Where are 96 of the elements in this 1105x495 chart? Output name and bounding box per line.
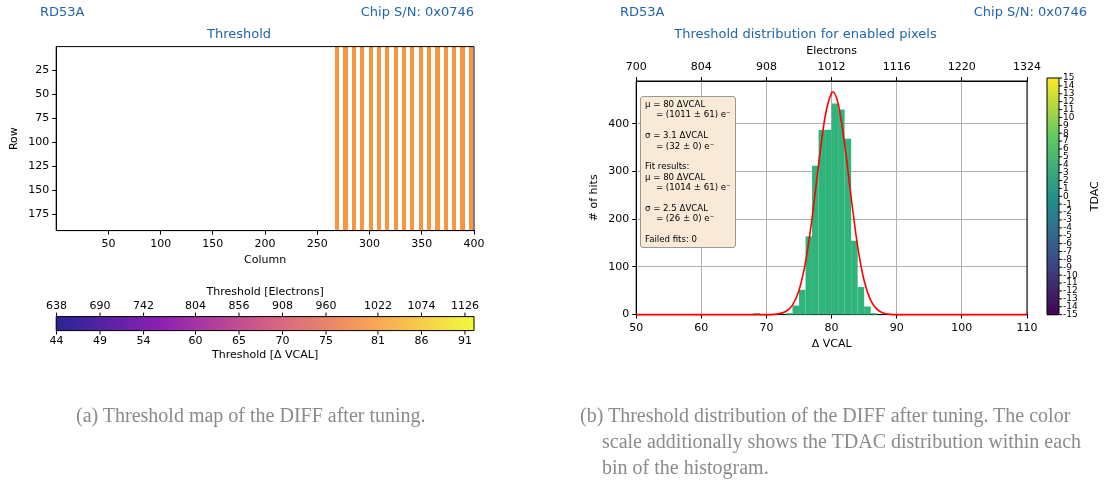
x-tick-label: 70 [759, 321, 774, 335]
color-bar-label: -13 [1063, 293, 1078, 304]
color-bar-label: -9 [1063, 261, 1073, 272]
color-bar-label: 75 [319, 333, 334, 347]
x-tick-label: 100 [150, 237, 172, 251]
color-bar-label: -1 [1063, 198, 1072, 209]
x2-tick-label: 908 [755, 60, 777, 74]
text: 638 [46, 298, 68, 312]
y-tick-label: 400 [608, 116, 630, 130]
x-tick-label: 110 [1016, 321, 1038, 335]
text: 804 [184, 298, 206, 312]
x-tick-label: 150 [202, 237, 224, 251]
x-tick-label: 60 [694, 321, 709, 335]
x-tick-label: 250 [306, 237, 328, 251]
color-bar-label: -12 [1063, 285, 1078, 296]
color-bar-label: 49 [93, 333, 108, 347]
text: RD53A [620, 4, 665, 19]
color-bar-label: 15 [1063, 72, 1075, 83]
color-bar-label: 44 [49, 333, 64, 347]
y-tick-label: 100 [608, 259, 630, 273]
y-axis-title: # of hits [587, 174, 601, 222]
color-bar-label: 91 [457, 333, 472, 347]
color-bar-label: -2 [1063, 206, 1072, 217]
y-tick-label: 175 [28, 207, 50, 221]
color-bar-label: 9 [1063, 119, 1069, 130]
x-axis-title: Column [244, 253, 287, 267]
y-tick-label: 300 [608, 164, 630, 178]
color-bar-label: 70 [275, 333, 290, 347]
color-bar-label: 1 [1063, 182, 1069, 193]
color-bar-label: 5 [1063, 151, 1069, 162]
color-bar-label: 14 [1063, 80, 1075, 91]
text: 742 [133, 298, 155, 312]
chart-title: Threshold distribution for enabled pixels [673, 26, 937, 42]
y-tick-label: 75 [35, 111, 50, 125]
y-tick-label: 0 [622, 307, 630, 321]
color-bar-label: -11 [1063, 277, 1078, 288]
text: 960 [315, 298, 337, 312]
y-tick-label: 50 [35, 87, 50, 101]
text: 908 [272, 298, 294, 312]
color-bar-title: TDAC [1087, 180, 1101, 213]
color-bar-label: 65 [231, 333, 246, 347]
text: (a) Threshold map of the DIFF after tuning. [76, 403, 426, 428]
text: Threshold [Electrons] [205, 284, 324, 298]
text: 856 [228, 298, 250, 312]
x2-tick-label: 1116 [882, 60, 911, 74]
y-tick-label: 200 [608, 212, 630, 226]
chart-title: Threshold [205, 26, 272, 42]
text: RD53A [40, 4, 85, 19]
x2-tick-label: 1012 [817, 60, 846, 74]
text: Chip S/N: 0x0746 [973, 4, 1087, 19]
y-axis-title: Row [7, 127, 21, 151]
x-tick-label: 50 [101, 237, 116, 251]
color-bar-label: 11 [1063, 103, 1075, 114]
x2-axis-title: Electrons [806, 44, 858, 58]
x-tick-label: 350 [411, 237, 433, 251]
color-bar-label: 0 [1063, 190, 1069, 201]
x-tick-label: 90 [889, 321, 904, 335]
color-bar-label: -8 [1063, 253, 1073, 264]
x-tick-label: 80 [824, 321, 839, 335]
x-tick-label: 400 [463, 237, 485, 251]
color-bar-label: -4 [1063, 222, 1073, 233]
text: Chip S/N: 0x0746 [360, 4, 474, 19]
text: (b) Threshold distribution of the DIFF after tuning. The color scale additionally shows the TDAC distribution within each bin of the histogram. [580, 403, 1082, 480]
color-bar-label: 2 [1063, 174, 1069, 185]
color-bar-label: -3 [1063, 214, 1072, 225]
x-tick-label: 200 [254, 237, 276, 251]
color-bar-label: -10 [1063, 269, 1078, 280]
x2-tick-label: 1324 [1013, 60, 1041, 74]
x2-tick-label: 1220 [947, 60, 976, 74]
text: μ = 80 ΔVCAL = (1011 ± 61) e⁻ σ = 3.1 ΔVCAL = (32 ± 0) e⁻ Fit results: μ = 80 ΔVCAL = (1014 ± 61) e⁻ σ = 2.5 ΔVCAL = (26 ± 0) e⁻ Failed fits: 0 [645, 99, 731, 245]
color-bar-label: 12 [1063, 96, 1075, 106]
color-bar-label: 54 [136, 333, 151, 347]
y-tick-label: 25 [35, 63, 50, 77]
color-bar-label: 7 [1063, 135, 1069, 146]
x-tick-label: 100 [951, 321, 973, 335]
x-tick-label: 50 [629, 321, 644, 335]
color-bar-title: Threshold [Δ VCAL] [211, 347, 319, 361]
text: 1074 [407, 298, 436, 312]
color-bar-label: -7 [1063, 245, 1072, 256]
y-tick-label: 150 [28, 183, 50, 197]
color-bar-label: 86 [414, 333, 429, 347]
text: 1126 [450, 298, 479, 312]
color-bar-label: 81 [370, 333, 385, 347]
color-bar-label: 10 [1063, 111, 1075, 122]
text: 690 [89, 298, 111, 312]
x2-tick-label: 700 [625, 60, 647, 74]
color-bar-label: 60 [188, 333, 203, 347]
text: 1022 [363, 298, 392, 312]
y-tick-label: 100 [28, 135, 50, 149]
color-bar-label: 8 [1063, 127, 1069, 138]
y-tick-label: 125 [28, 159, 50, 173]
color-bar-label: 6 [1063, 143, 1069, 154]
x-tick-label: 300 [359, 237, 381, 251]
x2-tick-label: 804 [690, 60, 712, 74]
color-bar-label: 13 [1063, 88, 1075, 99]
x-axis-title: Δ VCAL [811, 337, 853, 351]
